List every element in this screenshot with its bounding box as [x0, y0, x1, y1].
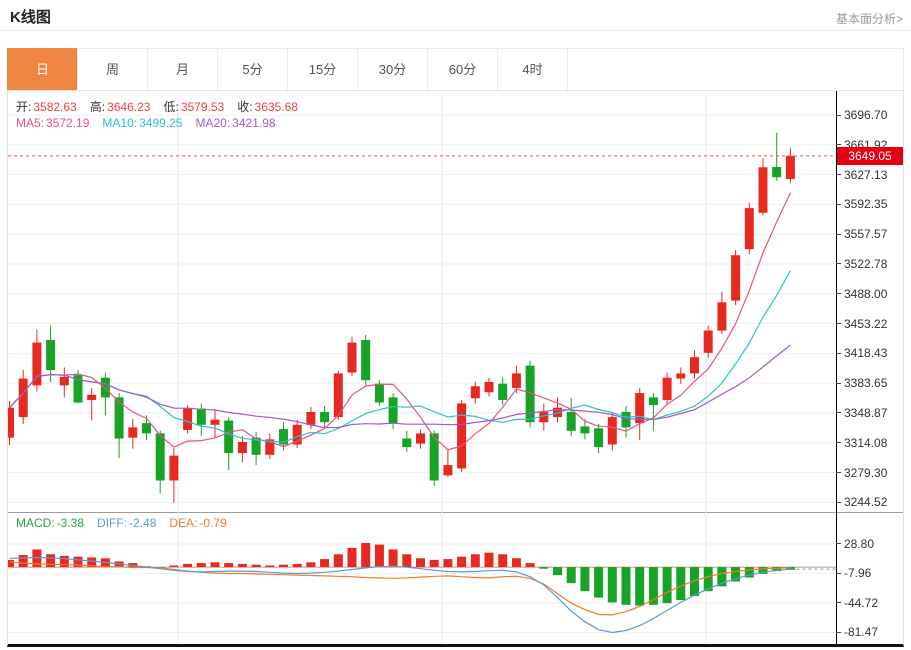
price-axis-label: 3522.78 [836, 256, 887, 272]
axis-tick [836, 352, 841, 354]
period-tab-bar: 日周月 5分 15分 30分 60分 4时 [7, 48, 904, 90]
price-axis-label: 3453.22 [836, 316, 887, 332]
ma-legend: MA5: 3572.19 MA10: 3499.25 MA20: 3421.98 [16, 116, 289, 130]
axis-tick [836, 631, 841, 633]
legend-item: 低: 3579.53 [163, 100, 225, 114]
price-axis-label: 3383.65 [836, 375, 887, 391]
tab-15分[interactable]: 15分 [287, 48, 357, 90]
axis-tick [836, 442, 841, 444]
tab-4时[interactable]: 4时 [497, 48, 567, 90]
panel-separator [8, 512, 903, 513]
tab-周[interactable]: 周 [77, 48, 147, 90]
price-axis-label: 3348.87 [836, 405, 887, 421]
current-price-badge: 3649.05 [837, 146, 903, 165]
legend-item: MA5: 3572.19 [16, 116, 90, 130]
current-price-value: 3649.05 [848, 148, 892, 163]
tab-60分[interactable]: 60分 [427, 48, 497, 90]
price-axis-label: 3244.52 [836, 494, 887, 510]
axis-tick [836, 602, 841, 604]
axis-tick [836, 472, 841, 474]
macd-axis-label: 28.80 [836, 536, 874, 552]
legend-item: MA20: 3421.98 [195, 116, 276, 130]
axis-tick [836, 293, 841, 295]
axis-tick [836, 501, 841, 503]
tab-30分[interactable]: 30分 [357, 48, 427, 90]
legend-item: 高: 3646.23 [89, 100, 151, 114]
axis-tick [836, 572, 841, 574]
macd-chart[interactable] [8, 512, 836, 644]
axis-tick [836, 543, 841, 545]
page-title: K线图 [10, 9, 51, 26]
price-axis-label: 3627.13 [836, 167, 887, 183]
price-axis-label: 3557.57 [836, 226, 887, 242]
ohlc-legend: 开: 3582.63 高: 3646.23 低: 3579.53 收: 3635.68 [16, 98, 311, 115]
legend-item: DEA: -0.79 [169, 516, 227, 530]
tab-bar-filler [567, 48, 904, 90]
legend-item: MA10: 3499.25 [102, 116, 183, 130]
tab-月[interactable]: 月 [147, 48, 217, 90]
legend-item: MACD: -3.38 [16, 516, 85, 530]
tab-日[interactable]: 日 [7, 48, 77, 90]
axis-tick [836, 233, 841, 235]
chart-container: 开: 3582.63 高: 3646.23 低: 3579.53 收: 3635.68 MA5… [7, 90, 904, 647]
header-divider [0, 30, 911, 31]
price-axis-label: 3488.00 [836, 286, 887, 302]
axis-tick [836, 382, 841, 384]
price-axis-label: 3418.43 [836, 345, 887, 361]
axis-tick [836, 114, 841, 116]
legend-item: 收: 3635.68 [237, 100, 298, 114]
axis-tick [836, 203, 841, 205]
macd-axis-label: -44.72 [836, 595, 878, 611]
macd-axis-label: -81.47 [836, 624, 878, 640]
axis-tick [836, 174, 841, 176]
tab-5分[interactable]: 5分 [217, 48, 287, 90]
macd-legend: MACD: -3.38 DIFF: -2.48 DEA: -0.79 [16, 516, 240, 530]
price-axis-label: 3314.08 [836, 435, 887, 451]
legend-item: 开: 3582.63 [16, 100, 77, 114]
macd-axis-label: -7.96 [836, 565, 871, 581]
axis-tick [836, 263, 841, 265]
price-axis-label: 3279.30 [836, 465, 887, 481]
axis-tick [836, 412, 841, 414]
price-axis-label: 3592.35 [836, 196, 887, 212]
price-axis-label: 3696.70 [836, 107, 887, 123]
axis-tick [836, 144, 841, 146]
legend-item: DIFF: -2.48 [97, 516, 157, 530]
candlestick-chart[interactable] [8, 91, 836, 512]
fundamental-analysis-link[interactable]: 基本面分析> [835, 12, 903, 26]
price-axis-line [836, 91, 837, 644]
axis-tick [836, 323, 841, 325]
